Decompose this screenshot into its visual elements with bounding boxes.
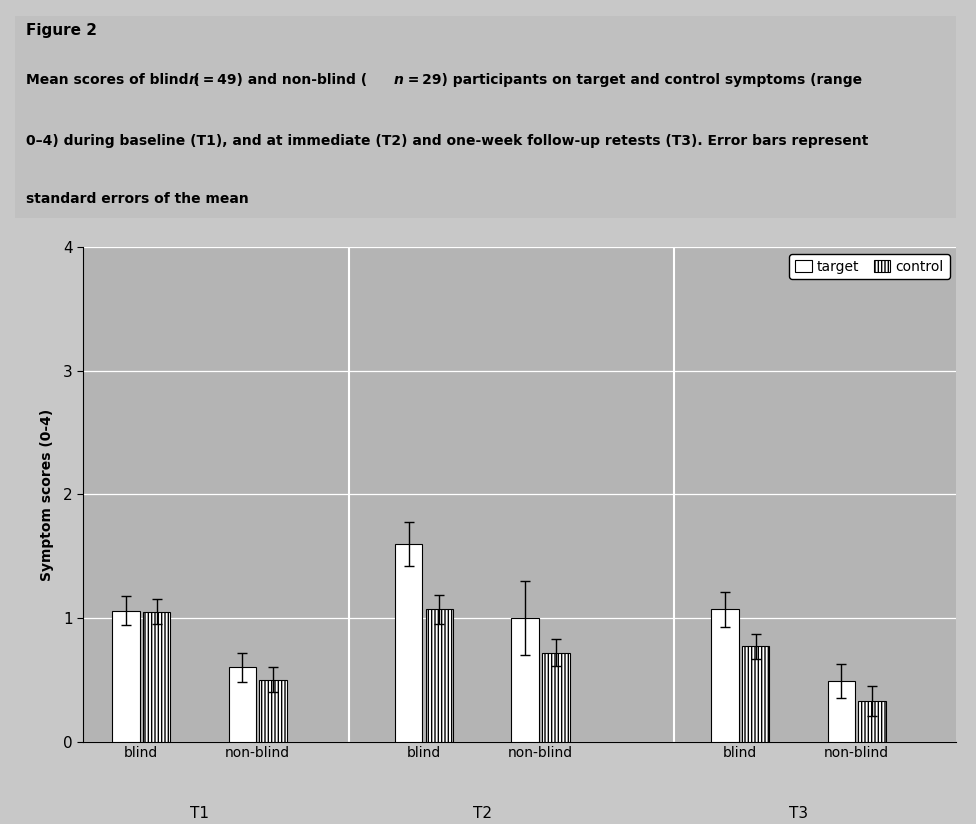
Text: standard errors of the mean: standard errors of the mean bbox=[26, 192, 249, 206]
Bar bbox=[228, 667, 256, 742]
FancyBboxPatch shape bbox=[0, 12, 975, 222]
Legend: target, control: target, control bbox=[790, 254, 950, 279]
Text: T1: T1 bbox=[190, 806, 209, 821]
Text: = 49) and non-blind (: = 49) and non-blind ( bbox=[200, 73, 367, 87]
Bar bbox=[742, 646, 769, 742]
Text: T2: T2 bbox=[472, 806, 492, 821]
Text: Mean scores of blind (: Mean scores of blind ( bbox=[26, 73, 200, 87]
Bar bbox=[712, 610, 739, 742]
Bar bbox=[828, 681, 855, 742]
Bar bbox=[142, 611, 171, 742]
Bar bbox=[112, 611, 140, 742]
Text: n: n bbox=[393, 73, 403, 87]
Bar bbox=[395, 544, 423, 742]
Bar bbox=[858, 700, 886, 742]
Bar bbox=[543, 653, 570, 742]
Text: = 29) participants on target and control symptoms (range: = 29) participants on target and control… bbox=[405, 73, 862, 87]
Y-axis label: Symptom scores (0-4): Symptom scores (0-4) bbox=[40, 408, 55, 581]
Bar bbox=[260, 680, 287, 742]
Text: n: n bbox=[189, 73, 199, 87]
Text: Figure 2: Figure 2 bbox=[26, 22, 97, 38]
Bar bbox=[426, 610, 453, 742]
Text: T3: T3 bbox=[789, 806, 808, 821]
Bar bbox=[511, 618, 539, 742]
Text: 0–4) during baseline (T1), and at immediate (T2) and one-week follow-up retests : 0–4) during baseline (T1), and at immedi… bbox=[26, 133, 869, 147]
